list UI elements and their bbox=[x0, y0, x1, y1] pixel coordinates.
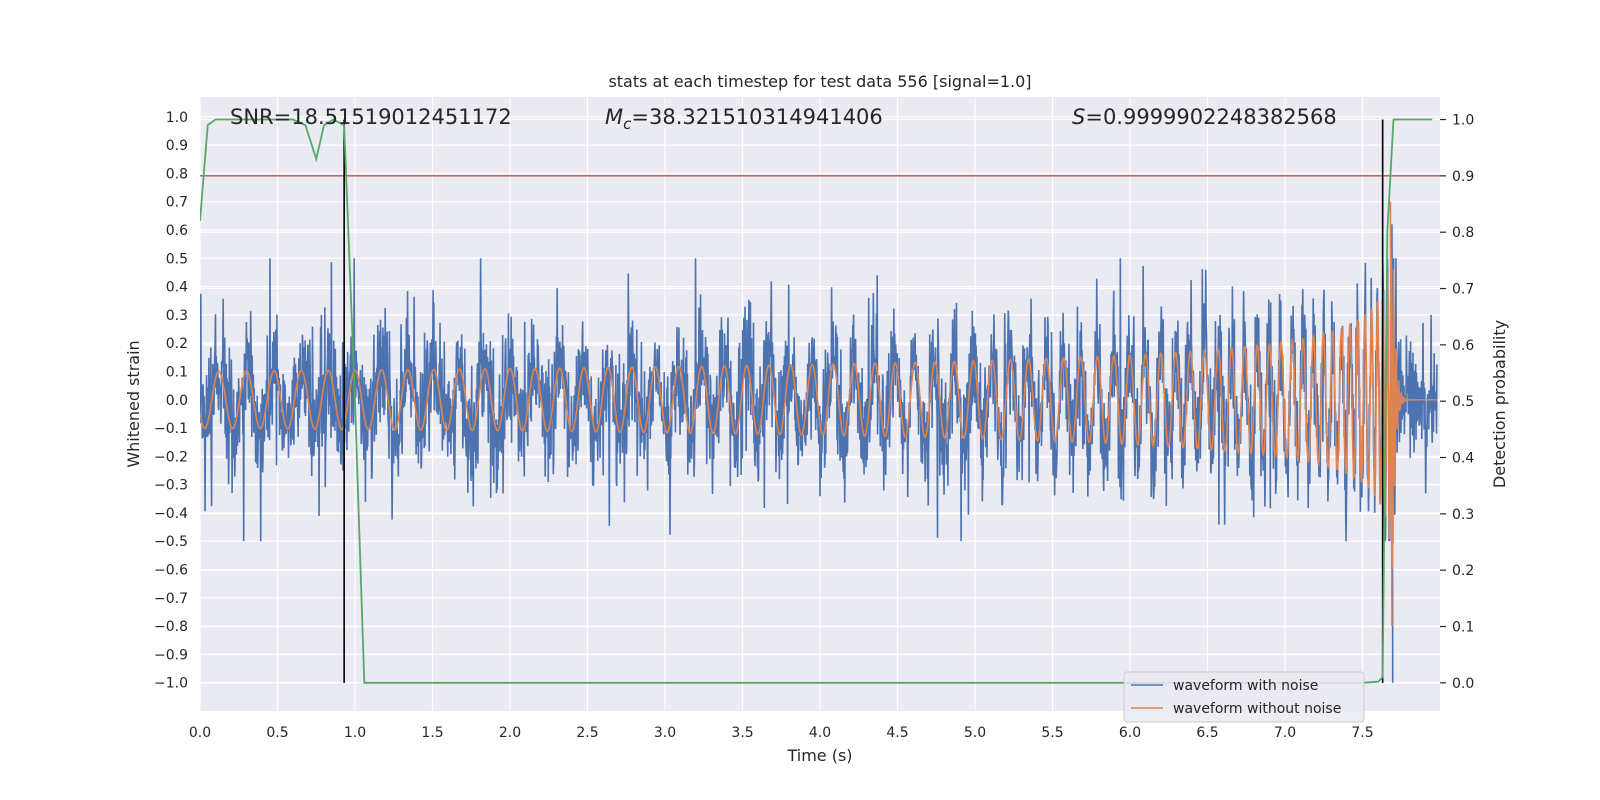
y-tick-label: 1.0 bbox=[166, 110, 188, 126]
y-tick-label: −0.1 bbox=[154, 421, 188, 437]
y-tick-label: 0.9 bbox=[166, 138, 188, 154]
y2-tick-label: 0.6 bbox=[1452, 338, 1474, 354]
y2-tick-label: 0.0 bbox=[1452, 676, 1474, 692]
y2-tick-label: 0.2 bbox=[1452, 563, 1474, 579]
y-axis-label: Whitened strain bbox=[124, 340, 143, 467]
chirp-mass-value: =38.321510314941406 bbox=[631, 105, 882, 129]
legend: waveform with noise waveform without noi… bbox=[1123, 671, 1365, 723]
y2-tick-label: 0.8 bbox=[1452, 225, 1474, 241]
y-tick-label: 0.2 bbox=[166, 336, 188, 352]
y-axis-ticks: 1.0 0.9 0.8 0.7 0.6 0.5 0.4 0.3 0.2 0.1 0.0 −0.1 −0.… bbox=[154, 110, 188, 692]
x-tick-label: 2.0 bbox=[499, 725, 521, 741]
x-tick-label: 2.5 bbox=[576, 725, 598, 741]
score-annotation: S=0.9999902248382568 bbox=[1072, 105, 1337, 129]
y-tick-label: −0.7 bbox=[154, 591, 188, 607]
x-tick-label: 4.0 bbox=[809, 725, 831, 741]
y-tick-label: 0.8 bbox=[166, 166, 188, 182]
x-tick-label: 0.5 bbox=[266, 725, 288, 741]
y2-tick-label: 0.5 bbox=[1452, 394, 1474, 410]
y-tick-label: −0.8 bbox=[154, 619, 188, 635]
y-tick-label: −0.3 bbox=[154, 478, 188, 494]
y2-tick-label: 1.0 bbox=[1452, 113, 1474, 129]
y2-tick-label: 0.4 bbox=[1452, 451, 1474, 467]
x-tick-label: 3.0 bbox=[654, 725, 676, 741]
y-tick-label: 0.4 bbox=[166, 280, 188, 296]
y-tick-label: −0.5 bbox=[154, 534, 188, 550]
x-tick-label: 0.0 bbox=[189, 725, 211, 741]
x-tick-label: 6.5 bbox=[1196, 725, 1218, 741]
legend-label-signal: waveform without noise bbox=[1173, 701, 1341, 717]
y-tick-label: −0.2 bbox=[154, 449, 188, 465]
snr-annotation: SNR=18.51519012451172 bbox=[230, 105, 512, 129]
y-tick-label: 0.7 bbox=[166, 195, 188, 211]
x-tick-label: 4.5 bbox=[886, 725, 908, 741]
chirp-mass-symbol: M bbox=[605, 105, 623, 129]
x-tick-label: 1.0 bbox=[344, 725, 366, 741]
waveform-without-noise-line bbox=[200, 201, 1437, 627]
x-axis-ticks: 0.0 0.5 1.0 1.5 2.0 2.5 3.0 3.5 4.0 4.5 5.0 5.5 6.0 6… bbox=[189, 725, 1374, 741]
legend-box bbox=[1123, 671, 1365, 723]
y-tick-label: 0.1 bbox=[166, 364, 188, 380]
chart-title: stats at each timestep for test data 556… bbox=[608, 72, 1031, 91]
y-tick-label: −0.9 bbox=[154, 647, 188, 663]
y-tick-label: −1.0 bbox=[154, 676, 188, 692]
y2-tick-label: 0.9 bbox=[1452, 169, 1474, 185]
y-tick-label: −0.4 bbox=[154, 506, 188, 522]
y2-tick-label: 0.3 bbox=[1452, 507, 1474, 523]
y-tick-label: 0.5 bbox=[166, 251, 188, 267]
y2-axis-label: Detection probability bbox=[1490, 320, 1509, 488]
legend-label-noise: waveform with noise bbox=[1173, 678, 1318, 694]
score-symbol: S bbox=[1072, 105, 1085, 129]
chirp-mass-annotation: Mc=38.321510314941406 bbox=[605, 105, 883, 133]
y2-tick-label: 0.7 bbox=[1452, 282, 1474, 298]
x-tick-label: 7.5 bbox=[1351, 725, 1373, 741]
y-tick-label: −0.6 bbox=[154, 563, 188, 579]
y2-tick-label: 0.1 bbox=[1452, 620, 1474, 636]
score-value: =0.9999902248382568 bbox=[1085, 105, 1336, 129]
x-axis-label: Time (s) bbox=[786, 746, 852, 765]
x-tick-label: 5.0 bbox=[964, 725, 986, 741]
chirp-mass-subscript: c bbox=[623, 115, 632, 133]
y-tick-label: 0.0 bbox=[166, 393, 188, 409]
y-tick-label: 0.3 bbox=[166, 308, 188, 324]
y2-axis-ticks: 1.0 0.9 0.8 0.7 0.6 0.5 0.4 0.3 0.2 0.1 0.0 bbox=[1440, 113, 1474, 692]
detection-probability-line bbox=[200, 118, 1433, 684]
x-tick-label: 3.5 bbox=[731, 725, 753, 741]
x-tick-label: 6.0 bbox=[1119, 725, 1141, 741]
x-tick-label: 7.0 bbox=[1274, 725, 1296, 741]
x-tick-label: 5.5 bbox=[1041, 725, 1063, 741]
y-tick-label: 0.6 bbox=[166, 223, 188, 239]
x-tick-label: 1.5 bbox=[421, 725, 443, 741]
